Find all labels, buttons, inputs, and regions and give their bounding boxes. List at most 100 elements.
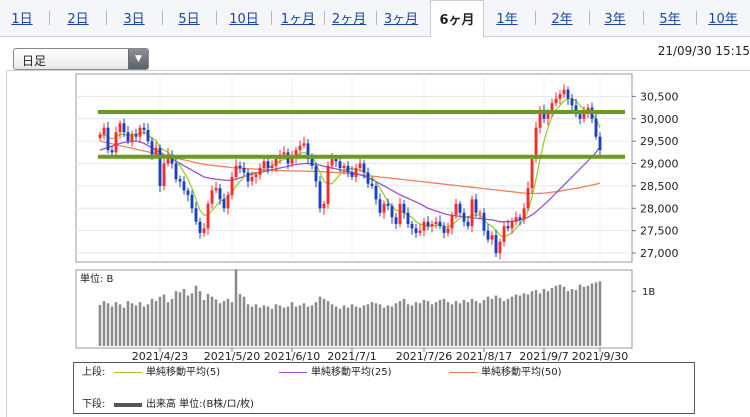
volume-bar — [350, 304, 354, 346]
volume-bar — [262, 305, 266, 346]
volume-bar — [254, 304, 258, 346]
volume-bar — [574, 290, 578, 346]
candle-body — [250, 176, 254, 182]
volume-bar — [594, 282, 598, 346]
volume-bar — [466, 302, 470, 346]
volume-bar — [486, 296, 490, 346]
candle-body — [230, 176, 234, 195]
candle-body — [506, 226, 510, 229]
volume-bar — [282, 307, 286, 346]
candle-body — [594, 118, 598, 137]
volume-bar — [306, 306, 310, 346]
candle-body — [198, 221, 202, 233]
volume-bar — [390, 306, 394, 346]
candle-body — [130, 134, 134, 142]
candle-body — [534, 127, 538, 160]
price-tick-label: 29,500 — [640, 135, 679, 148]
volume-bar — [506, 298, 510, 346]
volume-bar — [566, 291, 570, 346]
candle-body — [570, 98, 574, 106]
tab-2[interactable]: 2日 — [67, 12, 89, 27]
candle-body — [126, 132, 130, 142]
candle-body — [178, 179, 182, 182]
volume-bar — [278, 305, 282, 346]
volume-bar — [174, 291, 178, 346]
candle-body — [346, 165, 350, 173]
volume-bar — [598, 281, 602, 346]
time-tick-label: 2021/8/17 — [456, 350, 512, 363]
chevron-down-icon[interactable]: ▼ — [128, 49, 148, 69]
volume-bar — [310, 305, 314, 346]
candle-body — [542, 109, 546, 119]
candle-body — [582, 112, 586, 119]
volume-bar — [258, 307, 262, 346]
candle-body — [234, 165, 238, 177]
candle-body — [306, 143, 310, 160]
volume-bar — [338, 308, 342, 346]
candle-body — [494, 235, 498, 254]
volume-bar — [494, 295, 498, 346]
volume-bar — [166, 302, 170, 346]
tab-separator — [49, 11, 50, 25]
tab-11[interactable]: 2年 — [551, 12, 573, 27]
volume-bar — [190, 293, 194, 346]
volume-bar — [542, 288, 546, 346]
candle-body — [354, 168, 358, 177]
volume-bar — [482, 299, 486, 346]
tab-separator — [162, 11, 163, 25]
candle-body — [314, 165, 318, 182]
tab-6[interactable]: 1ヶ月 — [280, 12, 316, 27]
volume-bar — [222, 301, 226, 346]
volume-bar — [502, 301, 506, 346]
tab-3[interactable]: 3日 — [123, 12, 145, 27]
candle-body — [426, 221, 430, 227]
candle-period-select[interactable]: 日足 ▼ — [13, 48, 149, 70]
time-tick-label: 2021/7/1 — [327, 350, 376, 363]
tab-5[interactable]: 10日 — [229, 12, 259, 27]
tab-7[interactable]: 2ヶ月 — [331, 12, 367, 27]
volume-bar — [426, 301, 430, 346]
volume-bar — [118, 304, 122, 346]
candle-body — [362, 163, 366, 173]
volume-bar — [246, 304, 250, 346]
candle-period-value: 日足 — [22, 54, 47, 68]
tab-8[interactable]: 3ヶ月 — [383, 12, 419, 27]
candle-body — [486, 230, 490, 240]
candle-body — [430, 223, 434, 227]
volume-bar — [138, 302, 142, 346]
candle-body — [530, 159, 534, 189]
tab-separator — [216, 11, 217, 25]
volume-bar — [398, 301, 402, 346]
volume-bar — [238, 293, 242, 346]
candle-body — [102, 127, 106, 135]
candle-body — [446, 228, 450, 233]
volume-bar — [234, 269, 238, 346]
volume-bar — [182, 288, 186, 346]
candle-body — [114, 132, 118, 153]
candle-body — [458, 203, 462, 213]
volume-bar — [178, 292, 182, 346]
volume-bar — [414, 302, 418, 346]
volume-bar — [198, 291, 202, 346]
volume-bar — [154, 301, 158, 346]
tab-10[interactable]: 1年 — [496, 12, 518, 27]
volume-bar — [354, 306, 358, 346]
candle-body — [442, 226, 446, 233]
tab-12[interactable]: 3年 — [604, 12, 626, 27]
price-tick-label: 27,000 — [640, 247, 679, 260]
candle-body — [462, 212, 466, 222]
candle-body — [418, 230, 422, 233]
tab-14[interactable]: 10年 — [708, 12, 738, 27]
time-tick-label: 2021/9/30 — [572, 350, 628, 363]
volume-bar — [342, 305, 346, 346]
candle-body — [558, 94, 562, 99]
tab-4[interactable]: 5日 — [178, 12, 200, 27]
time-tick-label: 2021/6/10 — [264, 350, 320, 363]
ma50-line — [99, 140, 601, 195]
candle-body — [190, 194, 194, 209]
tab-13[interactable]: 5年 — [659, 12, 681, 27]
tab-9[interactable]: 6ヶ月 — [430, 0, 484, 38]
candle-body — [562, 89, 566, 95]
candle-body — [474, 199, 478, 213]
tab-1[interactable]: 1日 — [11, 12, 33, 27]
